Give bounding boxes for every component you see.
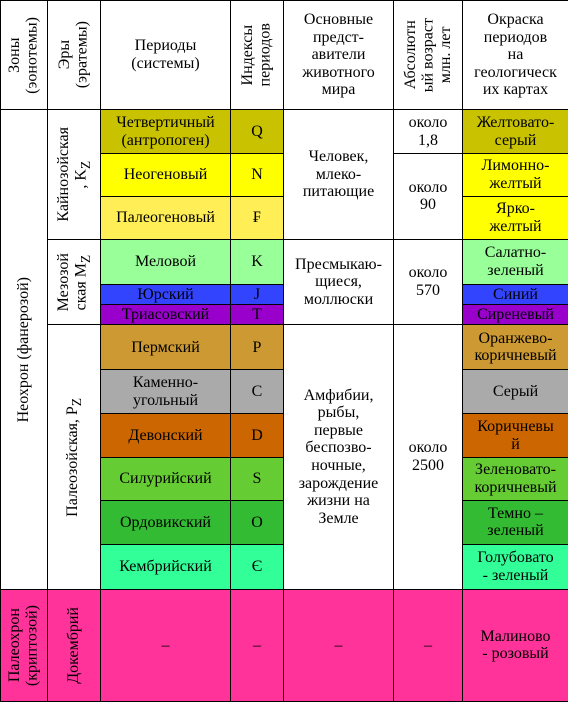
era-name: Палеозойская, P	[63, 405, 81, 517]
map-color: Желтовато- серый	[462, 109, 568, 155]
map-color: Серый	[462, 369, 568, 415]
era-cell: Палеозойская, PZ	[47, 324, 101, 590]
index: D	[230, 413, 284, 459]
index: T	[230, 304, 284, 326]
era-cell: Докембрий	[47, 588, 101, 702]
index: J	[230, 283, 284, 306]
period: –	[100, 588, 231, 702]
map-color: Лимонно- желтый	[462, 153, 568, 197]
period: Юрский	[100, 283, 231, 306]
header-cell: Периоды (системы)	[100, 0, 231, 111]
era-name: Кайнозойская , K	[54, 127, 90, 222]
period: Каменно- угольный	[100, 369, 231, 415]
age: –	[393, 588, 463, 702]
header-cell: Абсолютн ый возраст млн. лет	[393, 0, 463, 111]
map-color: Зеленовато- коричневый	[462, 457, 568, 501]
header-text: Индексы периодов	[239, 23, 274, 87]
age: около 570	[393, 238, 463, 326]
header-cell: Основные предст- авители животного мира	[283, 0, 394, 111]
zone-cell: Неохрон (фанерозой)	[0, 109, 48, 590]
era-sub: Z	[68, 397, 84, 406]
era-sub: Z	[77, 160, 93, 169]
age: около 1,8	[393, 109, 463, 155]
period: Триасовский	[100, 304, 231, 326]
header-cell: Эры (эратемы)	[47, 0, 101, 111]
animals: Амфибии, рыбы, первые беспозво- ночные, …	[283, 324, 394, 590]
header-cell: Индексы периодов	[230, 0, 284, 111]
index: Q	[230, 109, 284, 155]
animals: Пресмыкаю- щиеся, моллюски	[283, 238, 394, 326]
map-color: Салатно- зеленый	[462, 238, 568, 285]
era: Кайнозойская , KZ	[55, 127, 93, 222]
period: Ордовикский	[100, 499, 231, 545]
index: K	[230, 238, 284, 285]
map-color: Синий	[462, 283, 568, 306]
period: Неогеновый	[100, 153, 231, 197]
period: Палеогеновый	[100, 195, 231, 240]
era: Палеозойская, PZ	[64, 398, 85, 517]
era: Докембрий	[65, 606, 83, 684]
zone: Палеохрон (криптозой)	[6, 604, 41, 686]
map-color: Оранжево- коричневый	[462, 324, 568, 371]
zone: Неохрон (фанерозой)	[15, 276, 33, 423]
header-text: Абсолютн ый возраст млн. лет	[401, 17, 454, 93]
period: Кембрийский	[100, 543, 231, 590]
period: Меловой	[100, 238, 231, 285]
index: Є	[230, 543, 284, 590]
index: ₣	[230, 195, 284, 240]
header-cell: Окраска периодов на геологическ их карта…	[462, 0, 568, 111]
period: Девонский	[100, 413, 231, 459]
period: Силурийский	[100, 457, 231, 501]
map-color: Темно – зеленый	[462, 499, 568, 545]
index: P	[230, 324, 284, 371]
map-color: Малиново - розовый	[462, 588, 568, 702]
age: около 90	[393, 153, 463, 240]
period: Пермский	[100, 324, 231, 371]
index: O	[230, 499, 284, 545]
index: S	[230, 457, 284, 501]
era: Мезозой ская MZ	[55, 253, 93, 311]
period: Четвертичный (антропоген)	[100, 109, 231, 155]
index: –	[230, 588, 284, 702]
age: около 2500	[393, 324, 463, 590]
era-cell: Кайнозойская , KZ	[47, 109, 101, 240]
map-color: Сиреневый	[462, 304, 568, 326]
era-cell: Мезозой ская MZ	[47, 238, 101, 326]
animals: –	[283, 588, 394, 702]
era-sub: Z	[77, 254, 93, 263]
header-text: Зоны (эонотемы)	[6, 16, 41, 94]
map-color: Коричневы й	[462, 413, 568, 459]
header-text: Эры (эратемы)	[56, 21, 91, 89]
index: N	[230, 153, 284, 197]
index: C	[230, 369, 284, 415]
zone-cell: Палеохрон (криптозой)	[0, 588, 48, 702]
header-cell: Зоны (эонотемы)	[0, 0, 48, 111]
animals: Человек, млеко- питающие	[283, 109, 394, 240]
map-color: Ярко- желтый	[462, 195, 568, 240]
map-color: Голубовато - зеленый	[462, 543, 568, 590]
